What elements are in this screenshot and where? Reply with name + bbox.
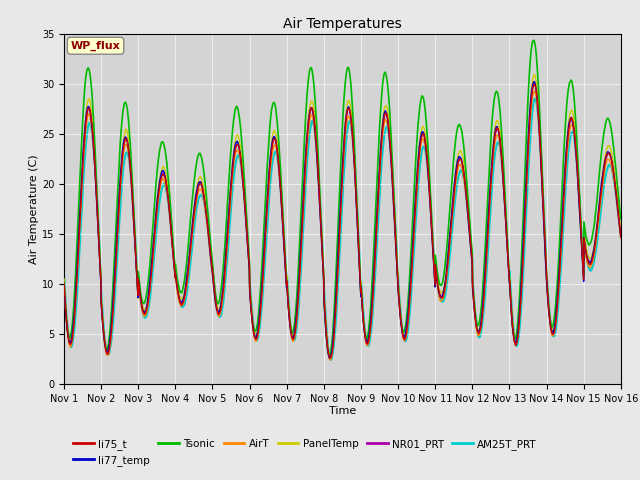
Legend: li75_t, li77_temp, Tsonic, AirT, PanelTemp, NR01_PRT, AM25T_PRT: li75_t, li77_temp, Tsonic, AirT, PanelTe… xyxy=(69,435,541,470)
Title: Air Temperatures: Air Temperatures xyxy=(283,17,402,31)
X-axis label: Time: Time xyxy=(329,407,356,417)
Text: WP_flux: WP_flux xyxy=(70,41,120,51)
Y-axis label: Air Temperature (C): Air Temperature (C) xyxy=(29,154,39,264)
